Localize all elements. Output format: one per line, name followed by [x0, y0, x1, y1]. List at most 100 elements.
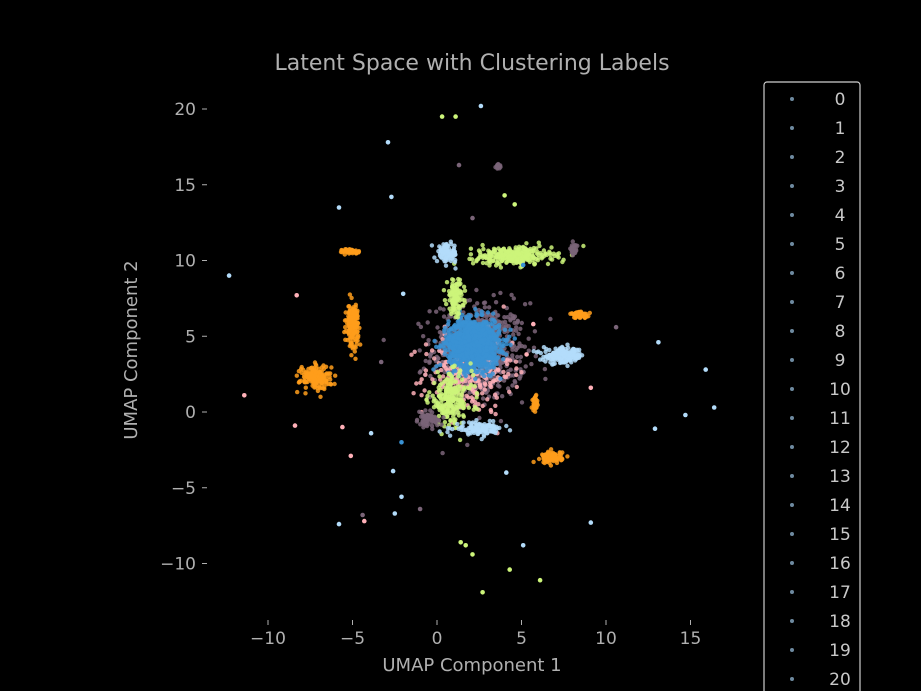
data-point	[543, 251, 548, 256]
data-point	[352, 349, 357, 354]
data-point	[453, 368, 458, 374]
outlier-point	[531, 321, 536, 327]
outlier-point	[456, 162, 462, 168]
data-point	[519, 320, 524, 326]
data-point	[565, 454, 570, 459]
data-point	[463, 378, 468, 383]
data-point	[494, 332, 499, 337]
outlier-point	[378, 359, 384, 365]
data-point	[409, 352, 414, 357]
data-point	[437, 382, 443, 388]
data-point	[423, 417, 428, 422]
data-point	[434, 309, 439, 314]
data-point	[515, 354, 520, 360]
data-point	[510, 313, 516, 319]
y-tick-label: 0	[185, 403, 196, 423]
outlier-point	[588, 520, 594, 525]
data-point	[454, 340, 459, 345]
data-point	[467, 256, 472, 262]
data-point	[515, 257, 520, 262]
data-point	[536, 255, 541, 261]
outlier-point	[390, 468, 396, 474]
data-point	[457, 353, 463, 358]
data-point	[543, 349, 548, 354]
data-point	[512, 336, 517, 341]
data-point	[508, 327, 513, 332]
y-tick-label: 20	[174, 100, 196, 120]
data-point	[479, 363, 484, 368]
data-point	[467, 430, 472, 435]
data-point	[447, 254, 452, 259]
data-point	[442, 244, 447, 249]
data-point	[500, 341, 505, 347]
data-point	[482, 387, 487, 392]
data-point	[347, 311, 352, 316]
data-point	[510, 383, 515, 388]
legend-marker	[790, 126, 794, 130]
data-point	[443, 263, 449, 268]
data-point	[547, 251, 553, 256]
outlier-point	[504, 470, 509, 475]
data-point	[311, 365, 317, 371]
data-point	[490, 429, 495, 434]
data-point	[474, 395, 479, 400]
data-point	[296, 369, 302, 374]
data-point	[464, 366, 469, 371]
legend-label: 15	[829, 525, 851, 545]
data-point	[477, 334, 482, 339]
data-point	[496, 319, 501, 324]
data-point	[351, 308, 357, 313]
data-point	[451, 347, 457, 353]
outlier-point	[507, 567, 512, 572]
outlier-point	[512, 202, 517, 207]
axes: −10 −5 0 5 10 15 −10 −5 0 5 10 15 20	[160, 100, 701, 649]
y-tick-label: −10	[160, 555, 196, 575]
data-point	[465, 369, 470, 374]
data-point	[429, 243, 435, 248]
data-point	[452, 259, 458, 265]
data-point	[558, 452, 564, 457]
data-point	[354, 321, 359, 326]
data-point	[448, 327, 454, 332]
data-point	[431, 367, 436, 372]
data-point	[480, 396, 486, 401]
data-point	[468, 382, 474, 388]
data-point	[297, 379, 302, 384]
data-point	[452, 305, 457, 311]
data-point	[514, 366, 519, 371]
data-point	[417, 348, 422, 353]
data-point	[485, 326, 490, 331]
data-point	[303, 385, 308, 390]
data-point	[343, 310, 348, 315]
data-point	[458, 331, 463, 336]
data-point	[358, 342, 363, 347]
data-point	[350, 346, 355, 351]
legend-marker	[790, 648, 794, 652]
data-point	[322, 385, 327, 390]
data-point	[318, 385, 323, 391]
data-point	[314, 369, 319, 374]
data-point	[353, 336, 358, 342]
data-point	[445, 426, 450, 431]
data-point	[488, 334, 493, 339]
data-point	[548, 463, 554, 468]
data-point	[516, 331, 521, 337]
data-point	[422, 388, 427, 393]
data-point	[507, 389, 512, 394]
outlier-point	[242, 393, 247, 398]
data-point	[541, 454, 546, 459]
legend-label: 9	[835, 351, 846, 371]
data-point	[436, 388, 441, 393]
data-point	[442, 351, 447, 357]
data-point	[440, 393, 445, 398]
data-point	[439, 410, 445, 416]
data-point	[570, 311, 576, 317]
data-point	[429, 348, 435, 353]
data-point	[458, 368, 463, 373]
x-tick-label: −5	[340, 629, 365, 649]
legend-label: 8	[835, 322, 846, 342]
data-point	[531, 459, 536, 465]
data-point	[451, 300, 456, 306]
data-point	[418, 324, 424, 330]
